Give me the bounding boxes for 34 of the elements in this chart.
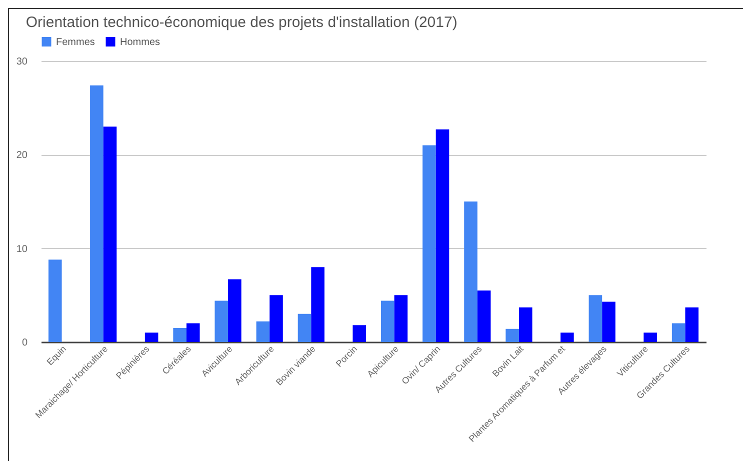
bar [436, 129, 450, 342]
bar [518, 307, 532, 342]
bar [560, 332, 574, 342]
legend-label: Femmes [56, 36, 95, 48]
y-tick-label: 30 [16, 56, 28, 68]
y-tick-label: 20 [16, 150, 28, 162]
bar [352, 325, 366, 342]
bar [311, 267, 324, 342]
y-tick-label: 10 [16, 244, 28, 255]
bar [464, 202, 478, 342]
bar [256, 321, 270, 342]
chart-title: Orientation technico-économique des projets d'installation (2017) [26, 14, 458, 31]
bar [173, 328, 186, 342]
bar [270, 295, 283, 342]
bar [90, 85, 104, 342]
bar [685, 307, 699, 342]
bar [672, 323, 686, 342]
bar [298, 314, 312, 342]
bar [477, 290, 491, 342]
bar [588, 295, 602, 342]
bar [214, 300, 228, 342]
bar [228, 279, 242, 342]
bar [602, 302, 616, 342]
bar [506, 328, 519, 342]
bar [48, 260, 62, 342]
bar [380, 300, 394, 342]
bar [394, 295, 408, 342]
bar [144, 332, 158, 342]
bar [644, 332, 657, 342]
bar [422, 145, 436, 342]
bar [103, 126, 117, 342]
legend-label: Hommes [120, 36, 160, 48]
bar [186, 323, 200, 342]
y-tick-label: 0 [22, 338, 28, 348]
